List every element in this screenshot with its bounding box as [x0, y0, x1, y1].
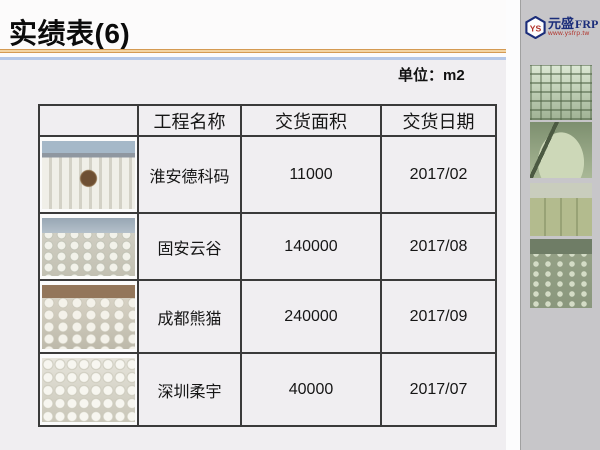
unit-label: 单位：m2 — [398, 67, 465, 84]
page-title: 实绩表(6) — [9, 18, 131, 49]
date-cell: 2017/08 — [380, 212, 497, 281]
brand-cn: 元盛 — [548, 16, 575, 32]
performance-table: 工程名称 交货面积 交货日期 淮安德科码 11000 2017/02 — [38, 104, 497, 427]
title-rule-gap — [0, 53, 521, 57]
project-name-cell: 固安云谷 — [137, 212, 242, 281]
sidebar-photo-tank-piping — [530, 122, 592, 178]
project-name-cell: 深圳柔宇 — [137, 352, 242, 427]
table-row: 深圳柔宇 40000 2017/07 — [38, 352, 497, 427]
company-logo: YS 元盛FRP www.ysfrp.tw — [524, 16, 598, 39]
project-name-cell: 淮安德科码 — [137, 135, 242, 214]
table-row: 固安云谷 140000 2017/08 — [38, 212, 497, 281]
table-header-row: 工程名称 交货面积 交货日期 — [38, 104, 497, 137]
slide-content: 单位：m2 工程名称 交货面积 交货日期 — [0, 60, 521, 450]
photo-cell — [38, 212, 139, 281]
table-row: 淮安德科码 11000 2017/02 — [38, 135, 497, 214]
area-cell: 11000 — [240, 135, 382, 214]
area-cell: 40000 — [240, 352, 382, 427]
title-band: 实绩表(6) — [0, 0, 521, 49]
area-cell: 140000 — [240, 212, 382, 281]
brand-name: 元盛FRP — [548, 17, 598, 30]
logo-text: 元盛FRP www.ysfrp.tw — [548, 17, 598, 38]
project-photo — [42, 217, 135, 276]
date-cell: 2017/07 — [380, 352, 497, 427]
sidebar-photo-ceiling-grid — [530, 65, 592, 120]
page-edge — [506, 0, 521, 450]
header-photo-cell — [38, 104, 139, 137]
area-cell: 240000 — [240, 279, 382, 354]
brand-frp: FRP — [575, 17, 599, 32]
date-cell: 2017/02 — [380, 135, 497, 214]
title-rule-blue — [0, 57, 521, 60]
date-cell: 2017/09 — [380, 279, 497, 354]
sidebar: YS 元盛FRP www.ysfrp.tw Yuan Sheng FiberGl… — [521, 0, 600, 450]
photo-cell — [38, 352, 139, 427]
photo-cell — [38, 279, 139, 354]
title-rule-orange — [0, 49, 521, 53]
project-photo — [42, 140, 135, 209]
sidebar-photo-plant-floor — [530, 239, 592, 308]
sidebar-photo-storage-tanks — [530, 183, 592, 236]
logo-monogram: YS — [530, 23, 542, 33]
project-photo — [42, 284, 135, 349]
header-area: 交货面积 — [240, 104, 382, 137]
header-date: 交货日期 — [380, 104, 497, 137]
table-row: 成都熊猫 240000 2017/09 — [38, 279, 497, 354]
photo-cell — [38, 135, 139, 214]
header-project: 工程名称 — [137, 104, 242, 137]
ys-hexagon-icon: YS — [525, 16, 546, 39]
project-name-cell: 成都熊猫 — [137, 279, 242, 354]
slide-main: 实绩表(6) 单位：m2 工程名称 交货面积 交货日期 — [0, 0, 521, 450]
project-photo — [42, 357, 135, 422]
website-url: www.ysfrp.tw — [548, 30, 590, 38]
